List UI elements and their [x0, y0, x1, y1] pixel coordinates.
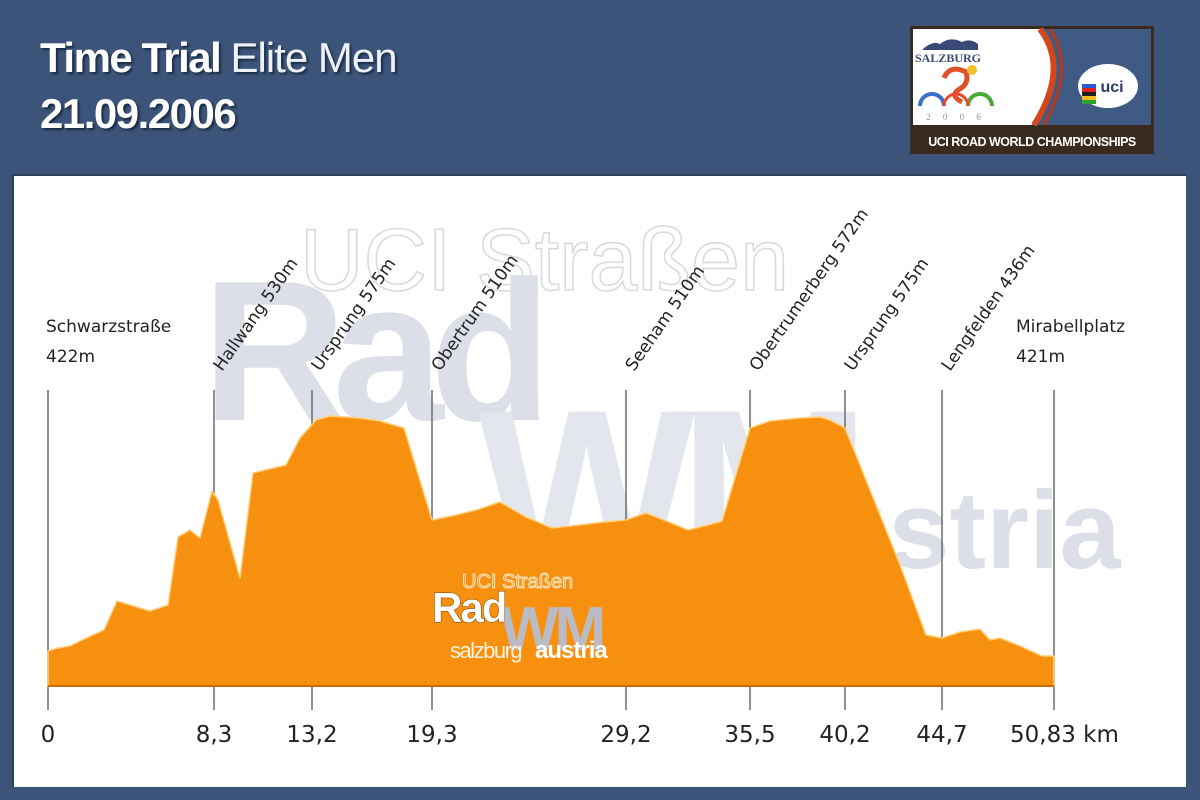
start-elevation-label: 422m [46, 347, 95, 367]
elevation-area [47, 415, 1055, 687]
title-event: Time Trial [40, 34, 222, 81]
svg-text:UCI Straßen: UCI Straßen [462, 571, 573, 593]
svg-text:Rad: Rad [432, 584, 505, 631]
title-category: Elite Men [230, 34, 398, 81]
start-location-label: Schwarzstraße [46, 317, 171, 337]
svg-text:salzburg: salzburg [450, 638, 521, 663]
finish-elevation-label: 421m [1016, 347, 1065, 367]
x-tick-label: 0 [41, 722, 56, 748]
x-tick-label: 29,2 [600, 722, 651, 748]
x-axis: 0 8,3 13,2 19,3 29,2 35,5 40,2 44,7 50,8… [41, 722, 1119, 748]
finish-location-label: Mirabellplatz [1016, 317, 1125, 337]
waypoint-label-ursprung-2: Ursprung 575m [841, 255, 934, 375]
radwm-logo: UCI Straßen WM Rad salzburg austria [432, 571, 610, 665]
svg-text:UCI ROAD WORLD CHAMPIONSHIPS: UCI ROAD WORLD CHAMPIONSHIPS [928, 135, 1136, 149]
x-tick-label: 13,2 [286, 722, 337, 748]
svg-text:austria: austria [535, 637, 608, 664]
x-tick-label: 44,7 [916, 722, 967, 748]
svg-text:2 0 0 6: 2 0 0 6 [926, 112, 986, 122]
race-date: 21.09.2006 [40, 90, 237, 137]
svg-text:UCI Straßen: UCI Straßen [300, 210, 789, 309]
title-line-1: Time Trial Elite Men [40, 34, 398, 82]
svg-text:SALZBURG: SALZBURG [915, 51, 981, 65]
x-tick-label: 35,5 [724, 722, 775, 748]
uci-road-world-championships-logo: SALZBURG 2 0 0 6 uci UCI ROAD WORLD CHAM… [910, 26, 1154, 154]
svg-text:WM: WM [500, 595, 603, 664]
x-tick-label: 19,3 [406, 722, 457, 748]
city-skyline-icon [922, 39, 978, 50]
x-tick-label-final: 50,83 km [1010, 722, 1119, 748]
svg-text:uci: uci [1100, 79, 1123, 96]
x-tick-label: 40,2 [819, 722, 870, 748]
x-tick-label: 8,3 [196, 722, 233, 748]
